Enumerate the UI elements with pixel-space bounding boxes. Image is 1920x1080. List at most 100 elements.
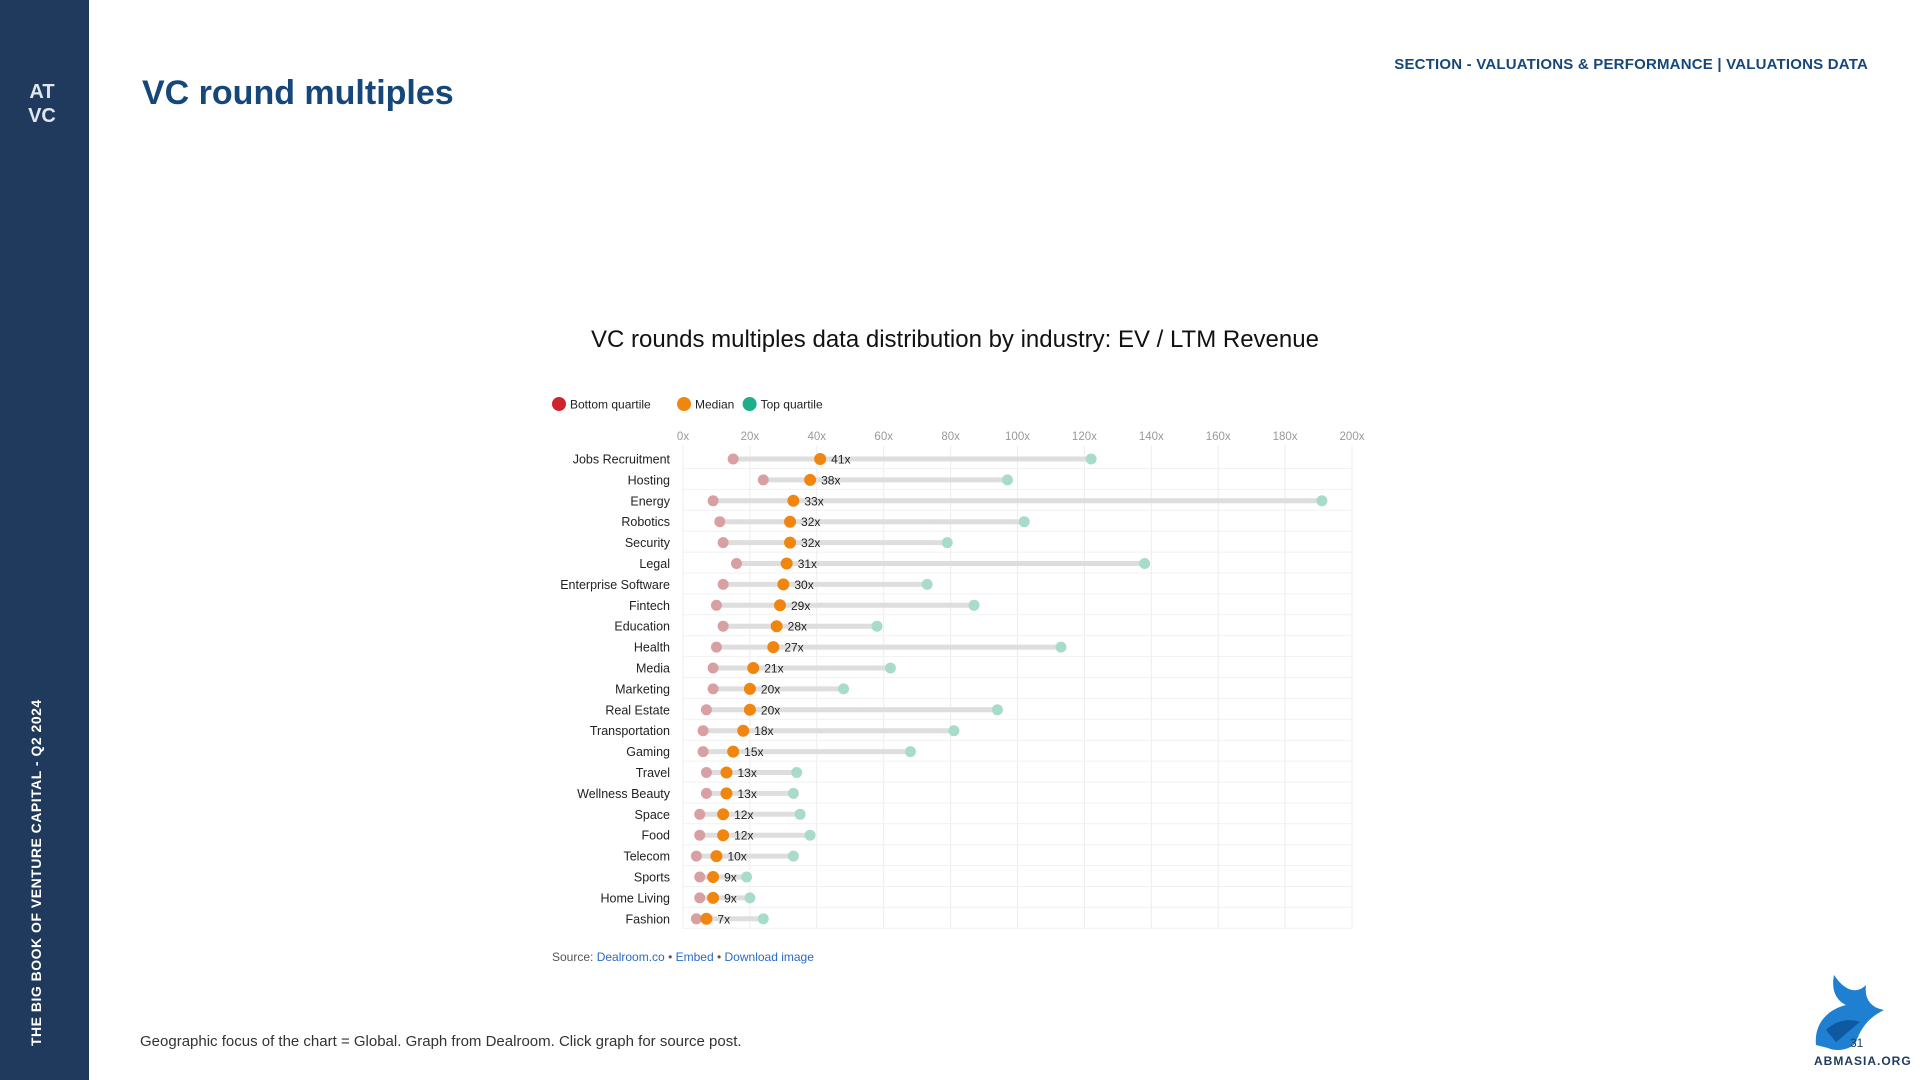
median-point[interactable] [707, 891, 720, 904]
top-quartile-point[interactable] [791, 767, 803, 778]
bottom-quartile-point[interactable] [690, 913, 702, 925]
top-quartile-point[interactable] [838, 683, 850, 695]
median-point[interactable] [727, 745, 740, 758]
dumbbell-chart[interactable]: Bottom quartile Median Top quartile 0x 20x 40… [540, 388, 1380, 933]
median-value-label: 10x [727, 850, 746, 864]
median-value-label: 13x [737, 766, 756, 780]
bottom-quartile-point[interactable] [707, 662, 719, 674]
top-quartile-point[interactable] [884, 662, 896, 674]
top-quartile-point[interactable] [991, 704, 1003, 716]
page-title: VC round multiples [142, 74, 454, 112]
top-quartile-point[interactable] [757, 913, 769, 925]
bottom-quartile-point[interactable] [717, 620, 729, 632]
bottom-quartile-point[interactable] [700, 767, 712, 778]
bottom-quartile-point[interactable] [731, 558, 743, 569]
median-point[interactable] [743, 703, 756, 716]
top-quartile-point[interactable] [794, 808, 806, 820]
bottom-quartile-point[interactable] [694, 892, 706, 904]
download-image-link[interactable]: Download image [724, 950, 814, 964]
median-point[interactable] [717, 829, 730, 842]
bottom-quartile-point[interactable] [700, 787, 712, 799]
median-point[interactable] [747, 662, 760, 674]
bottom-quartile-point[interactable] [710, 599, 722, 611]
source-prefix: Source: [552, 950, 597, 964]
median-value-label: 32x [801, 536, 820, 550]
median-value-label: 27x [784, 641, 803, 655]
x-tick-label: 0x [677, 431, 689, 443]
median-point[interactable] [814, 453, 827, 465]
top-quartile-point[interactable] [921, 578, 933, 590]
bottom-quartile-point[interactable] [717, 578, 729, 590]
bottom-quartile-point[interactable] [697, 725, 709, 737]
top-quartile-point[interactable] [1018, 516, 1030, 528]
median-point[interactable] [743, 682, 756, 695]
median-point[interactable] [717, 808, 730, 821]
bottom-quartile-point[interactable] [690, 850, 702, 862]
sidebar: AT VC THE BIG BOOK OF VENTURE CAPITAL - … [0, 0, 89, 1080]
category-label: Marketing [615, 682, 670, 696]
median-point[interactable] [720, 766, 733, 779]
median-point[interactable] [774, 599, 787, 612]
legend-label: Median [695, 398, 734, 412]
x-tick-label: 200x [1340, 431, 1365, 443]
bottom-quartile-point[interactable] [694, 808, 706, 820]
logo-text-bottom: VC [28, 105, 56, 126]
atvc-logo: AT VC [28, 81, 56, 126]
top-quartile-point[interactable] [1139, 558, 1151, 569]
median-value-label: 33x [804, 494, 823, 508]
bottom-quartile-point[interactable] [697, 746, 709, 758]
page-number: 31 [1850, 1036, 1864, 1050]
bottom-quartile-point[interactable] [694, 871, 706, 883]
category-label: Energy [630, 494, 670, 508]
category-label: Home Living [601, 891, 671, 905]
median-point[interactable] [787, 494, 800, 507]
bottom-quartile-point[interactable] [700, 704, 712, 716]
median-point[interactable] [767, 641, 780, 654]
category-label: Jobs Recruitment [573, 453, 671, 467]
median-point[interactable] [777, 578, 790, 591]
dealroom-link[interactable]: Dealroom.co [596, 950, 665, 964]
median-point[interactable] [770, 620, 783, 633]
bottom-quartile-point[interactable] [707, 683, 719, 695]
median-point[interactable] [737, 724, 750, 737]
x-tick-label: 180x [1273, 431, 1298, 443]
median-point[interactable] [784, 515, 797, 528]
bottom-quartile-point[interactable] [707, 495, 719, 507]
bottom-quartile-point[interactable] [717, 537, 729, 549]
top-quartile-point[interactable] [787, 787, 799, 799]
top-quartile-point[interactable] [1001, 474, 1013, 486]
top-quartile-point[interactable] [804, 829, 816, 841]
median-point[interactable] [707, 871, 720, 883]
median-value-label: 12x [734, 829, 753, 843]
top-quartile-point[interactable] [1055, 641, 1067, 653]
bottom-quartile-point[interactable] [757, 474, 769, 486]
top-quartile-point[interactable] [941, 537, 953, 549]
median-value-label: 20x [761, 682, 780, 696]
bottom-quartile-point[interactable] [694, 829, 706, 841]
bottom-quartile-point[interactable] [710, 641, 722, 653]
x-tick-label: 20x [741, 431, 760, 443]
category-label: Education [614, 620, 670, 634]
top-quartile-point[interactable] [948, 725, 960, 737]
chart-source: Source: Dealroom.co • Embed • Download i… [552, 950, 814, 964]
median-point[interactable] [804, 473, 817, 486]
median-point[interactable] [700, 912, 713, 925]
top-quartile-point[interactable] [744, 892, 756, 904]
top-quartile-point[interactable] [741, 871, 753, 883]
top-quartile-point[interactable] [787, 850, 799, 862]
top-quartile-point[interactable] [1085, 453, 1097, 465]
bottom-quartile-point[interactable] [714, 516, 726, 528]
median-point[interactable] [780, 557, 793, 570]
median-point[interactable] [784, 536, 797, 549]
median-point[interactable] [710, 850, 723, 863]
top-quartile-point[interactable] [968, 599, 980, 611]
category-label: Food [642, 829, 671, 843]
category-label: Health [634, 641, 670, 655]
top-quartile-point[interactable] [1316, 495, 1328, 507]
bottom-quartile-point[interactable] [727, 453, 739, 465]
median-point[interactable] [720, 787, 733, 800]
top-quartile-point[interactable] [871, 620, 883, 632]
embed-link[interactable]: Embed [675, 950, 714, 964]
top-quartile-point[interactable] [904, 746, 916, 758]
legend-marker [552, 397, 566, 411]
